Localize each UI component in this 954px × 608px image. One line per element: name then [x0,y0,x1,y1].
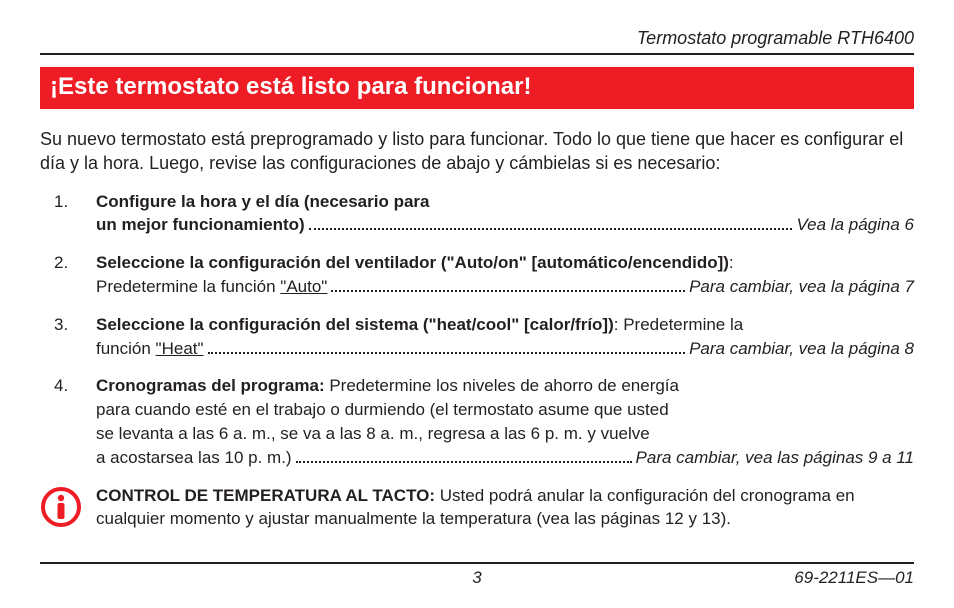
step-1: Configure la hora y el día (necesario pa… [96,190,914,238]
step-2: Seleccione la configuración del ventilad… [96,251,914,299]
page-number: 3 [472,568,481,588]
leader-dots [208,338,686,354]
manual-page: Termostato programable RTH6400 ¡Este ter… [0,0,954,608]
info-icon [40,486,82,533]
setup-steps-list: Configure la hora y el día (necesario pa… [40,190,914,470]
step-2-colon: : [729,253,734,272]
step-3: Seleccione la configuración del sistema … [96,313,914,361]
step-4-title: Cronogramas del programa: [96,376,325,395]
step-4-line4-prefix: a acostarsea las 10 p. m.) [96,446,292,470]
leader-dots [309,215,793,231]
step-2-body-prefix: Predetermine la función [96,277,280,296]
document-number: 69-2211ES—01 [794,568,914,588]
step-4-line2: para cuando esté en el trabajo o durmien… [96,398,914,422]
step-3-ref: Para cambiar, vea la página 8 [689,337,914,361]
step-4-after-title: Predetermine los niveles de ahorro de en… [325,376,679,395]
step-1-title-line1: Configure la hora y el día (necesario pa… [96,192,430,211]
step-4-line3: se levanta a las 6 a. m., se va a las 8 … [96,422,914,446]
info-text: CONTROL DE TEMPERATURA AL TACTO: Usted p… [96,484,914,532]
intro-paragraph: Su nuevo termostato está preprogramado y… [40,127,914,176]
step-2-underlined: "Auto" [280,277,327,296]
step-4: Cronogramas del programa: Predetermine l… [96,374,914,469]
step-1-title-line2: un mejor funcionamiento) [96,215,305,234]
page-title-banner: ¡Este termostato está listo para funcion… [40,67,914,109]
step-3-underlined: "Heat" [156,339,204,358]
step-2-ref: Para cambiar, vea la página 7 [689,275,914,299]
leader-dots [296,447,632,463]
model-header: Termostato programable RTH6400 [40,28,914,55]
info-callout: CONTROL DE TEMPERATURA AL TACTO: Usted p… [40,484,914,533]
step-3-colon: : [614,315,623,334]
step-3-body-prefix: función [96,339,156,358]
page-footer: 3 69-2211ES—01 [40,562,914,588]
step-4-ref: Para cambiar, vea las páginas 9 a 11 [636,446,914,470]
leader-dots [331,276,685,292]
step-3-title: Seleccione la configuración del sistema … [96,315,614,334]
info-label: CONTROL DE TEMPERATURA AL TACTO: [96,486,435,505]
step-1-ref: Vea la página 6 [796,213,914,237]
step-2-title: Seleccione la configuración del ventilad… [96,253,729,272]
step-3-after-title: Predetermine la [623,315,743,334]
